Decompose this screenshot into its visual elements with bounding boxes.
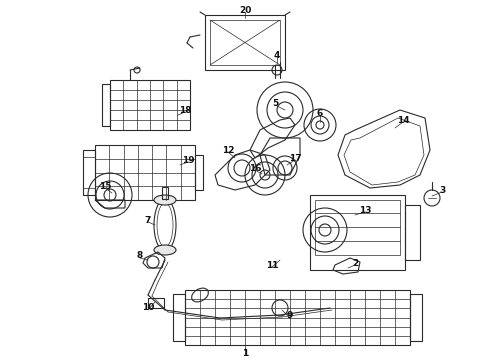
Bar xyxy=(205,15,285,70)
Text: 6: 6 xyxy=(317,108,323,117)
Bar xyxy=(110,80,190,130)
Bar xyxy=(83,150,95,195)
Text: 18: 18 xyxy=(179,105,191,114)
Text: 4: 4 xyxy=(274,50,280,59)
Text: 5: 5 xyxy=(272,99,278,108)
Bar xyxy=(185,290,410,345)
Bar xyxy=(410,294,422,341)
Text: 9: 9 xyxy=(287,311,293,320)
Bar xyxy=(102,84,110,126)
Text: 13: 13 xyxy=(359,206,371,215)
Text: 15: 15 xyxy=(99,181,111,190)
Text: 17: 17 xyxy=(289,153,301,162)
Text: 20: 20 xyxy=(239,5,251,14)
Text: 16: 16 xyxy=(249,163,261,172)
Bar xyxy=(83,157,95,188)
Ellipse shape xyxy=(154,195,176,205)
Text: 8: 8 xyxy=(137,252,143,261)
Bar xyxy=(195,155,203,190)
Bar xyxy=(310,195,405,270)
Bar xyxy=(405,205,420,260)
Bar xyxy=(162,187,168,199)
Bar xyxy=(173,294,185,341)
Text: 11: 11 xyxy=(266,261,278,270)
Text: 1: 1 xyxy=(242,348,248,357)
Text: 10: 10 xyxy=(142,303,154,312)
Bar xyxy=(210,20,280,65)
Text: 7: 7 xyxy=(145,216,151,225)
Bar xyxy=(315,200,400,255)
Bar xyxy=(148,298,164,308)
Text: 2: 2 xyxy=(352,258,358,267)
Text: 19: 19 xyxy=(182,156,195,165)
Text: 12: 12 xyxy=(222,145,234,154)
Text: 3: 3 xyxy=(439,185,445,194)
Text: 14: 14 xyxy=(397,116,409,125)
Ellipse shape xyxy=(154,245,176,255)
Bar xyxy=(95,145,195,200)
